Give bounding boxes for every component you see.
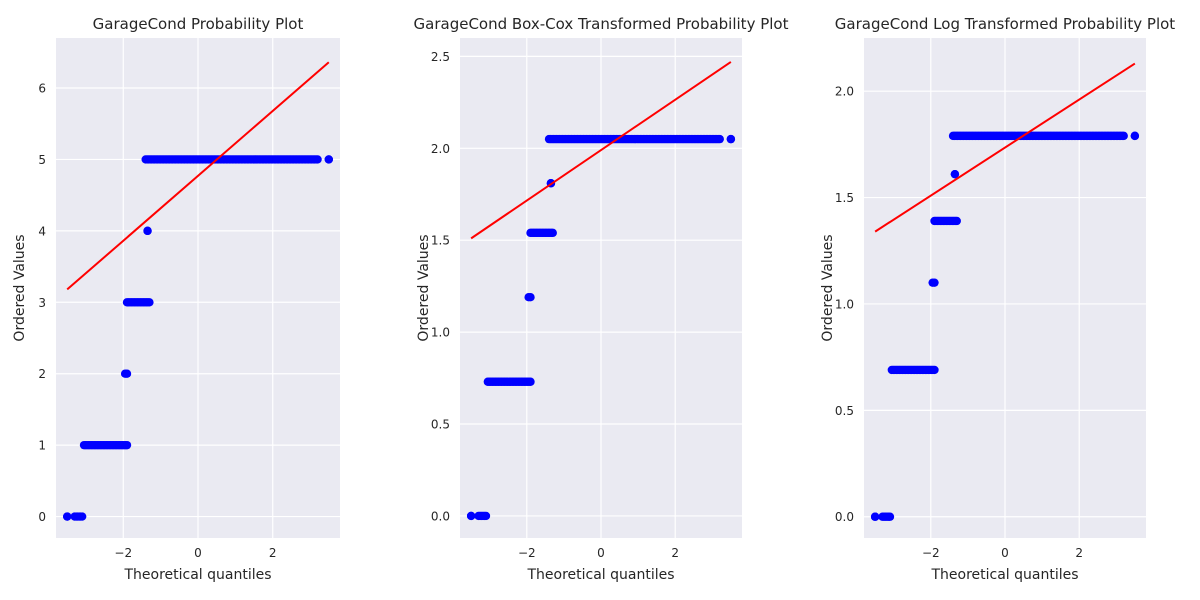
y-tick-label: 1.0: [431, 326, 450, 340]
probability-plot-original: −2 0 2 0 1 2 3 4 5 6 GarageCond Probability Plot Th…: [12, 15, 340, 583]
data-point: [324, 155, 333, 164]
chart-title: GarageCond Log Transformed Probability P…: [835, 15, 1176, 33]
x-tick-label: 2: [1075, 546, 1083, 560]
x-tick-label: −2: [518, 546, 536, 560]
x-tick-label: 2: [671, 546, 679, 560]
data-point: [548, 228, 557, 238]
data-point: [1130, 131, 1140, 141]
data-point: [526, 292, 535, 302]
y-tick-label: 6: [38, 82, 46, 96]
data-point: [1119, 131, 1128, 141]
y-tick-label: 0.5: [431, 418, 450, 432]
data-point: [77, 512, 87, 521]
data-point: [715, 134, 724, 144]
probability-plot-boxcox: −2 0 2 0.0 0.5 1.0 1.5 2.0 2.5 GarageCond Box-Cox…: [414, 15, 789, 583]
data-point: [952, 216, 961, 226]
data-point: [930, 278, 939, 287]
y-tick-label: 1.5: [431, 234, 450, 248]
x-tick-label: 0: [1001, 546, 1009, 560]
probability-plot-log: −2 0 2 0.0 0.5 1.0 1.5 2.0 GarageCond Log Transf…: [820, 15, 1175, 583]
plot-area: [63, 61, 333, 521]
y-tick-label: 0.0: [835, 510, 854, 524]
y-tick-label: 0.0: [431, 509, 450, 523]
data-point: [950, 169, 960, 179]
x-tick-label: 0: [597, 546, 605, 560]
y-tick-label: 2.0: [835, 85, 854, 99]
y-tick-label: 0.5: [835, 404, 854, 418]
x-tick-label: 0: [194, 546, 202, 560]
data-point: [885, 512, 895, 521]
x-tick-label: −2: [114, 546, 132, 560]
y-tick-label: 1: [38, 439, 46, 453]
data-point: [526, 377, 535, 386]
y-tick-label: 0: [38, 510, 46, 524]
data-point: [870, 512, 880, 521]
y-axis-label: Ordered Values: [820, 234, 836, 341]
y-tick-label: 2.0: [431, 142, 450, 156]
y-tick-label: 3: [38, 296, 46, 310]
x-axis-label: Theoretical quantiles: [123, 567, 271, 583]
y-tick-label: 1.0: [835, 297, 854, 311]
x-tick-label: −2: [922, 546, 940, 560]
y-tick-label: 2: [38, 367, 46, 381]
data-point: [481, 511, 491, 521]
fit-line: [874, 62, 1136, 233]
y-tick-label: 5: [38, 153, 46, 167]
data-point: [930, 365, 939, 375]
data-point: [122, 369, 132, 378]
plot-area: [870, 62, 1140, 521]
chart-title: GarageCond Probability Plot: [93, 15, 304, 33]
data-point: [122, 440, 132, 450]
data-point: [63, 512, 72, 521]
y-tick-label: 4: [38, 224, 46, 238]
chart-title: GarageCond Box-Cox Transformed Probabili…: [414, 15, 789, 33]
x-axis-label: Theoretical quantiles: [526, 567, 674, 583]
fit-line: [470, 61, 732, 240]
x-tick-label: 2: [269, 546, 277, 560]
y-axis-label: Ordered Values: [12, 234, 28, 341]
plot-area: [466, 61, 736, 521]
fit-line: [66, 61, 330, 291]
data-point: [466, 511, 476, 521]
data-point: [313, 155, 322, 164]
y-axis-label: Ordered Values: [416, 234, 432, 341]
y-tick-label: 1.5: [835, 191, 854, 205]
data-point: [143, 226, 152, 236]
x-axis-label: Theoretical quantiles: [930, 567, 1078, 583]
data-point: [726, 134, 736, 144]
data-point: [145, 298, 154, 307]
y-tick-label: 2.5: [431, 50, 450, 64]
